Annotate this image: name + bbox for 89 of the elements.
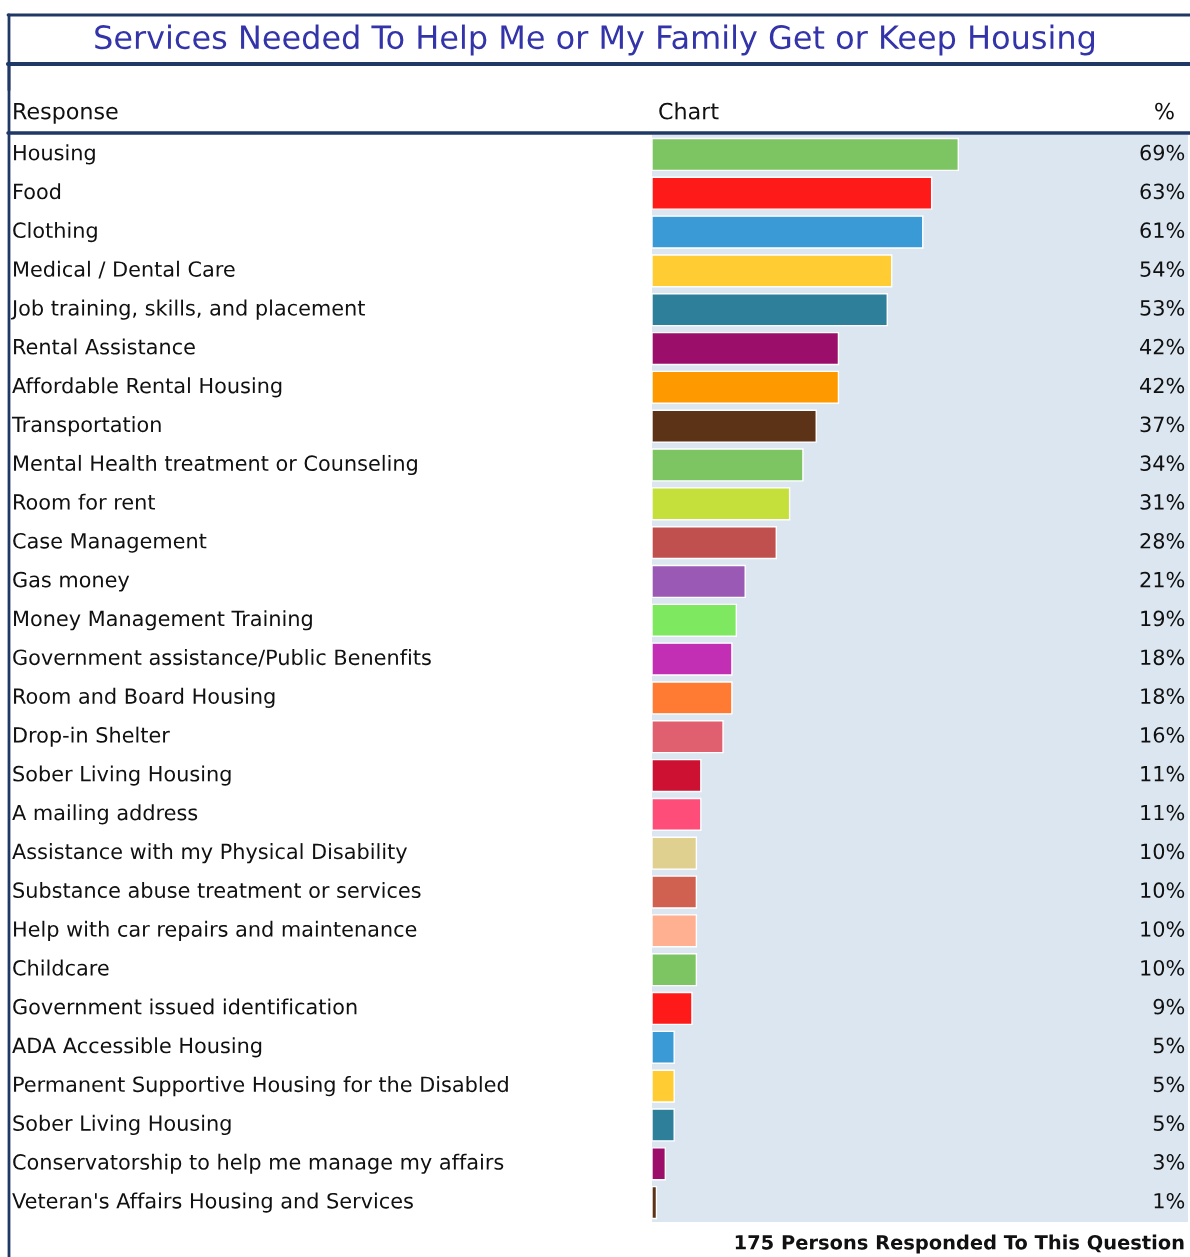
data-label: 10% bbox=[1141, 959, 1185, 976]
bar bbox=[652, 797, 702, 831]
text: 175 Persons Responded To This Question bbox=[735, 1234, 1184, 1254]
y-tick-label: Clothing bbox=[13, 221, 97, 243]
y-tick-label: Sober Living Housing bbox=[13, 1114, 231, 1136]
bar bbox=[652, 836, 698, 870]
bar bbox=[652, 1185, 658, 1220]
bar bbox=[652, 487, 791, 521]
data-label: 28% bbox=[1140, 532, 1185, 549]
y-tick-label: Rental Assistance bbox=[14, 338, 195, 355]
y-tick-label: Sober Living Housing bbox=[13, 765, 231, 786]
bar bbox=[652, 526, 777, 560]
data-label: 53% bbox=[1140, 299, 1185, 316]
y-tick-label: Veteran's Affairs Housing and Services bbox=[12, 1192, 413, 1213]
y-tick-label: Government assistance/Public Benenfits bbox=[13, 649, 431, 667]
data-label: 42% bbox=[1140, 377, 1185, 394]
bar bbox=[652, 293, 888, 327]
data-label: 37% bbox=[1140, 416, 1185, 433]
y-tick-label: Medical / Dental Care bbox=[14, 260, 235, 279]
y-tick-label: Affordable Rental Housing bbox=[12, 377, 282, 398]
y-tick-label: Substance abuse treatment or services bbox=[13, 881, 421, 899]
data-label: 21% bbox=[1140, 571, 1185, 588]
data-label: 42% bbox=[1140, 338, 1185, 355]
bar bbox=[652, 1147, 667, 1181]
bar bbox=[652, 914, 698, 948]
bar bbox=[652, 758, 702, 793]
y-tick-label: Help with car repairs and maintenance bbox=[14, 920, 417, 941]
y-tick-label: Drop-in Shelter bbox=[14, 726, 170, 747]
bar bbox=[652, 448, 804, 482]
y-tick-label: Money Management Training bbox=[14, 610, 312, 631]
y-tick-label: A mailing address bbox=[12, 804, 198, 825]
data-label: 18% bbox=[1141, 649, 1185, 666]
data-label: 9% bbox=[1153, 998, 1185, 1015]
y-tick-label: Room and Board Housing bbox=[14, 687, 275, 708]
data-label: 16% bbox=[1141, 727, 1185, 743]
bar bbox=[652, 331, 840, 366]
bar bbox=[652, 603, 738, 637]
bar bbox=[652, 137, 959, 172]
data-label: 19% bbox=[1141, 610, 1185, 627]
y-tick-label: Childcare bbox=[13, 959, 109, 976]
bar bbox=[652, 720, 724, 754]
data-label: 10% bbox=[1141, 921, 1185, 937]
data-label: 54% bbox=[1140, 261, 1185, 277]
text: % bbox=[1155, 102, 1174, 120]
data-label: 3% bbox=[1153, 1154, 1185, 1170]
y-tick-label: Gas money bbox=[13, 571, 130, 592]
data-label: 5% bbox=[1153, 1115, 1185, 1131]
data-label: 1% bbox=[1154, 1192, 1185, 1209]
data-label: 61% bbox=[1140, 222, 1185, 239]
y-tick-label: Housing bbox=[14, 144, 95, 165]
bar bbox=[652, 370, 840, 404]
chart-title: Services Needed To Help Me or My Family Get or Keep Housing bbox=[95, 24, 1094, 56]
data-label: 34% bbox=[1140, 455, 1185, 472]
data-label: 5% bbox=[1153, 1037, 1185, 1054]
bar bbox=[652, 176, 933, 210]
data-label: 63% bbox=[1140, 183, 1185, 200]
data-label: 31% bbox=[1140, 494, 1185, 510]
y-tick-label: Case Management bbox=[13, 532, 207, 553]
bar bbox=[652, 642, 733, 676]
bar bbox=[652, 254, 893, 288]
bar bbox=[652, 681, 733, 715]
y-tick-label: ADA Accessible Housing bbox=[12, 1037, 262, 1058]
text: Chart bbox=[659, 102, 719, 120]
data-label: 5% bbox=[1153, 1076, 1185, 1093]
y-tick-label: Permanent Supportive Housing for the Disabled bbox=[14, 1076, 508, 1097]
y-tick-label: Mental Health treatment or Counseling bbox=[14, 454, 417, 476]
data-label: 69% bbox=[1140, 144, 1185, 161]
bar bbox=[652, 953, 698, 987]
data-label: 18% bbox=[1141, 688, 1185, 704]
bar bbox=[652, 875, 698, 909]
data-label: 11% bbox=[1141, 765, 1185, 782]
bar bbox=[652, 215, 924, 249]
bar bbox=[652, 1108, 675, 1142]
y-tick-label: Job training, skills, and placement bbox=[10, 299, 365, 320]
bar bbox=[652, 991, 693, 1026]
text: Response bbox=[14, 102, 118, 124]
data-label: 10% bbox=[1141, 882, 1185, 899]
y-tick-label: Government issued identification bbox=[13, 998, 357, 1015]
data-label: 11% bbox=[1141, 804, 1185, 821]
bar bbox=[652, 1069, 675, 1103]
data-label: 10% bbox=[1141, 843, 1185, 860]
y-tick-label: Food bbox=[14, 183, 61, 200]
y-tick-label: Assistance with my Physical Disability bbox=[12, 843, 407, 864]
bar bbox=[652, 409, 817, 443]
y-tick-label: Conservatorship to help me manage my affairs bbox=[13, 1153, 504, 1174]
bar bbox=[652, 1030, 675, 1064]
y-tick-label: Transportation bbox=[11, 416, 161, 437]
bar bbox=[652, 564, 746, 599]
y-tick-label: Room for rent bbox=[14, 493, 155, 510]
